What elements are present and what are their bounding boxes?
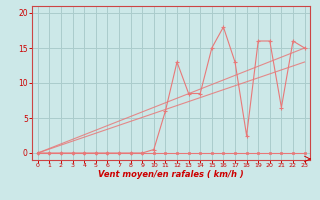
X-axis label: Vent moyen/en rafales ( km/h ): Vent moyen/en rafales ( km/h ) [98, 170, 244, 179]
